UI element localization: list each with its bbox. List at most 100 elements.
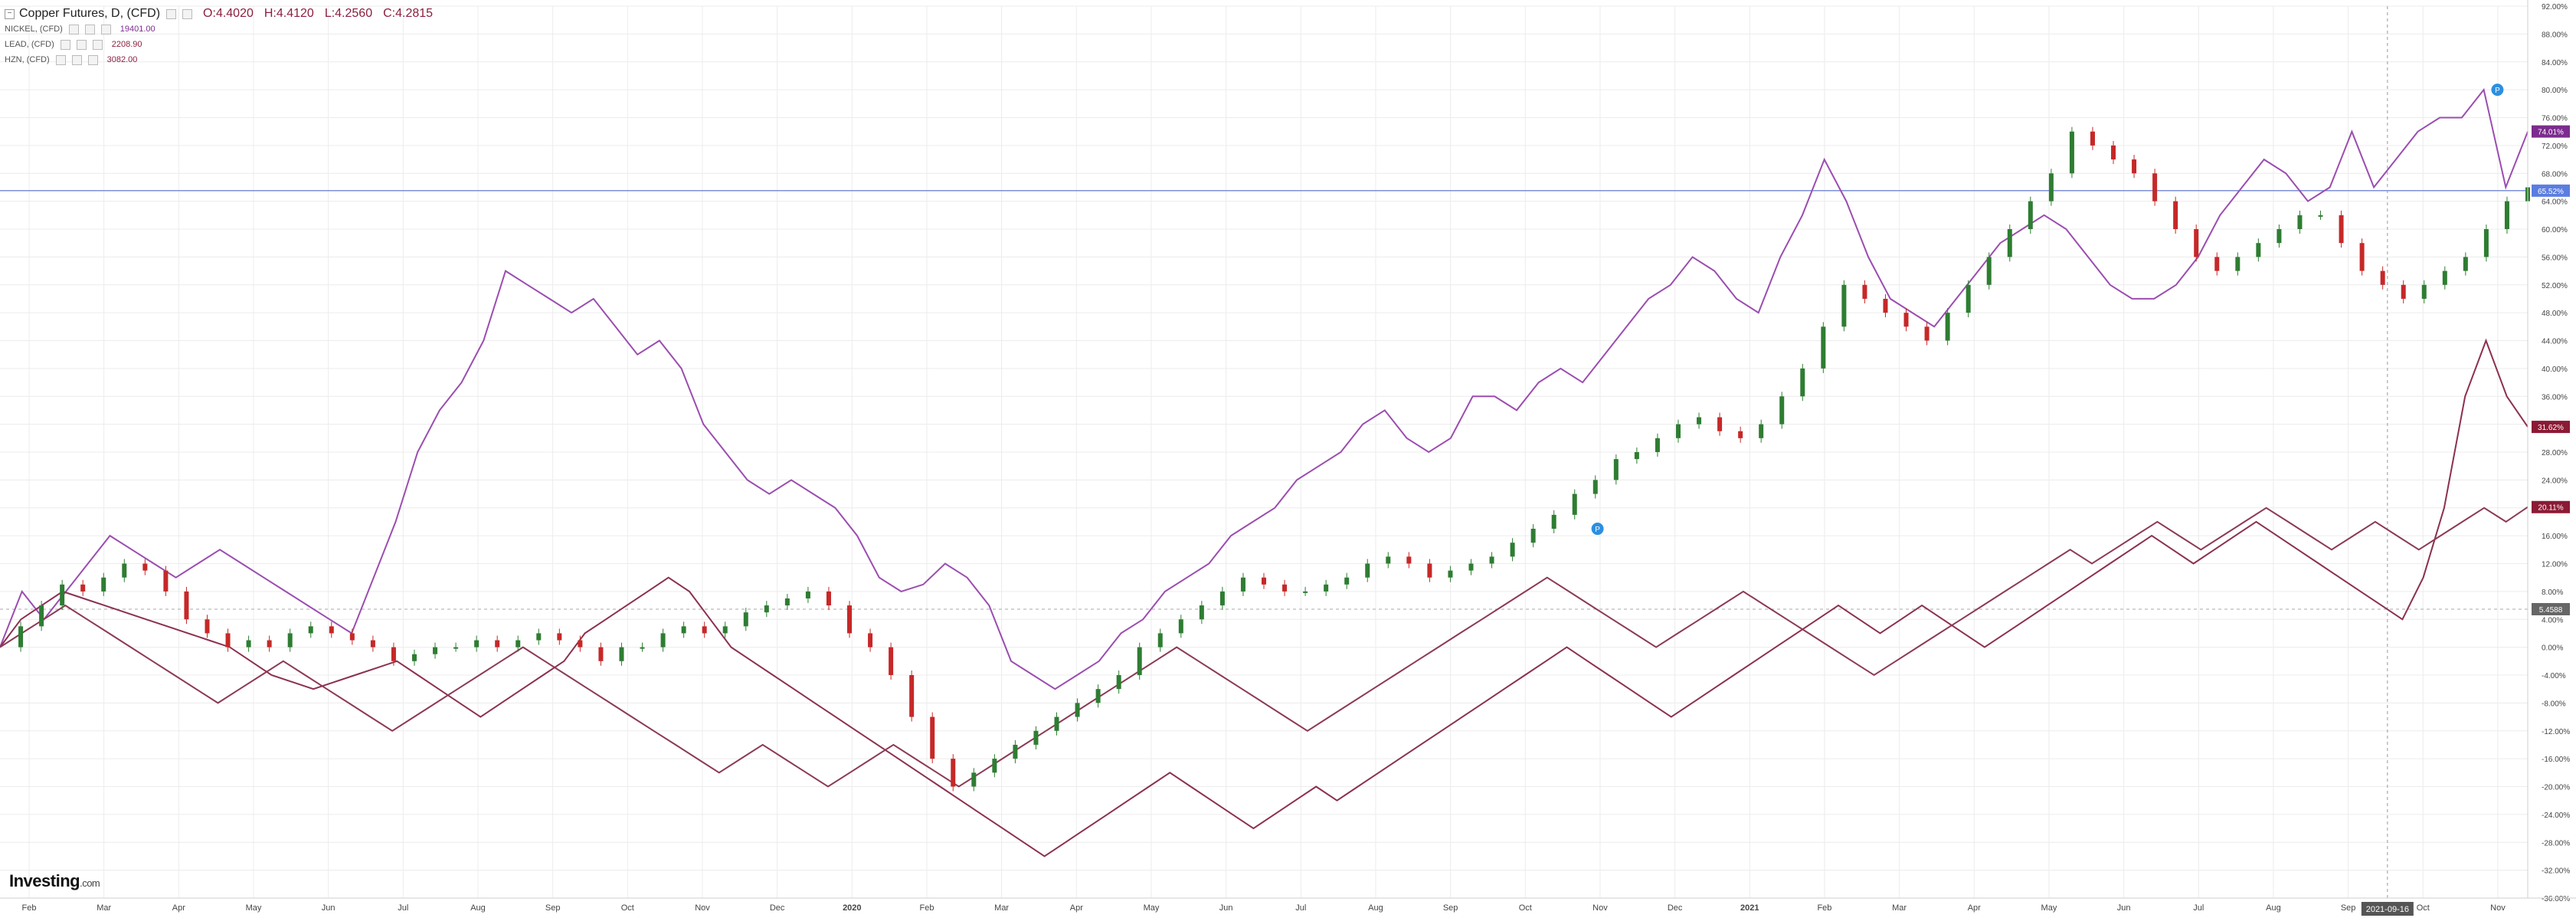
copper-candle <box>1324 584 1329 592</box>
copper-candle <box>1282 584 1288 592</box>
legend-main-row[interactable]: − Copper Futures, D, (CFD) O:4.4020 H:4.… <box>5 6 433 21</box>
y-tick-label: 76.00% <box>2542 115 2568 123</box>
x-tick-label: Jul <box>2193 903 2204 913</box>
copper-candle <box>2152 173 2158 202</box>
copper-candle <box>2132 159 2137 174</box>
copper-candle <box>868 633 873 648</box>
x-tick-label: Apr <box>172 903 185 913</box>
copper-candle <box>743 612 748 627</box>
copper-candle <box>329 626 334 634</box>
low-value: L:4.2560 <box>324 7 373 20</box>
copper-candle <box>1675 424 1681 438</box>
copper-candle <box>2339 215 2344 244</box>
settings-icon[interactable] <box>84 24 95 34</box>
copper-candle <box>1986 257 1992 285</box>
legend-overlay-hzn[interactable]: HZN, (CFD) 3082.00 <box>5 52 433 67</box>
copper-candle <box>1779 396 1785 425</box>
copper-candle <box>2277 229 2282 244</box>
open-value: O:4.4020 <box>203 7 254 20</box>
settings-icon[interactable] <box>71 54 82 65</box>
eye-icon[interactable] <box>166 8 177 19</box>
investing-logo: Investing.com <box>9 871 100 891</box>
grid <box>0 5 2528 899</box>
copper-candle <box>391 647 396 661</box>
copper-candle <box>1468 563 1474 571</box>
copper-candle <box>1054 716 1059 731</box>
overlay-name: HZN, (CFD) <box>5 55 50 64</box>
close-icon[interactable] <box>87 54 98 65</box>
x-tick-label: Oct <box>2417 903 2430 913</box>
copper-candle <box>1262 577 1266 585</box>
copper-candle <box>1116 675 1121 690</box>
crosshair-date-box <box>2361 902 2414 916</box>
price-label-text: 31.62% <box>2538 424 2564 432</box>
y-tick-label: 80.00% <box>2542 87 2568 95</box>
copper-candle <box>184 591 189 620</box>
y-tick-label: 44.00% <box>2542 338 2568 346</box>
copper-candle <box>1365 563 1370 578</box>
copper-candle <box>2028 201 2033 229</box>
close-icon[interactable] <box>100 24 111 34</box>
copper-candle <box>557 633 562 641</box>
copper-candle <box>578 640 583 648</box>
copper-candle <box>2111 145 2116 160</box>
copper-candle <box>536 633 542 641</box>
y-tick-label: 36.00% <box>2542 393 2568 402</box>
copper-candle <box>1655 438 1660 452</box>
copper-candle <box>2442 270 2447 285</box>
copper-candle <box>122 563 127 578</box>
copper-candle <box>889 647 894 675</box>
x-tick-label: Aug <box>2266 903 2281 913</box>
y-tick-label: 28.00% <box>2542 449 2568 457</box>
copper-candle <box>2380 270 2385 285</box>
x-tick-label: Aug <box>470 903 486 913</box>
x-tick-label: May <box>2041 903 2057 913</box>
overlay-value: 3082.00 <box>106 55 138 64</box>
crosshair-date-label: 2021-09-16 <box>2366 905 2409 914</box>
legend-overlay-lead[interactable]: LEAD, (CFD) 2208.90 <box>5 37 433 52</box>
y-tick-label: 40.00% <box>2542 366 2568 374</box>
y-tick-label: -24.00% <box>2542 811 2570 820</box>
copper-candle <box>453 647 459 649</box>
legend-overlay-nickel[interactable]: NICKEL, (CFD) 19401.00 <box>5 21 433 37</box>
event-marker-label: P <box>2495 87 2500 95</box>
copper-candle <box>2194 229 2199 257</box>
eye-icon[interactable] <box>68 24 79 34</box>
x-tick-label: Nov <box>2490 903 2506 913</box>
collapse-icon[interactable]: − <box>5 8 15 19</box>
copper-candle <box>1841 284 1847 327</box>
copper-candle <box>930 716 935 759</box>
y-tick-label: -12.00% <box>2542 728 2570 736</box>
close-icon[interactable] <box>92 39 103 50</box>
x-tick-label: 2020 <box>843 903 861 913</box>
y-tick-label: 64.00% <box>2542 198 2568 207</box>
copper-candle <box>1219 591 1225 606</box>
x-tick-label: Nov <box>695 903 710 913</box>
y-tick-label: 12.00% <box>2542 561 2568 569</box>
x-tick-label: Mar <box>994 903 1009 913</box>
copper-candle <box>433 647 438 654</box>
copper-candle <box>805 591 810 598</box>
logo-domain: .com <box>80 877 100 889</box>
copper-candle <box>2090 131 2095 146</box>
copper-candle <box>1178 619 1183 634</box>
x-tick-label: Sep <box>1443 903 1458 913</box>
y-tick-label: -28.00% <box>2542 839 2570 848</box>
copper-candle <box>1697 417 1702 425</box>
x-tick-label: Jun <box>2117 903 2131 913</box>
copper-candle <box>1386 556 1391 564</box>
copper-candle <box>2007 229 2012 257</box>
eye-icon[interactable] <box>60 39 70 50</box>
y-tick-label: 24.00% <box>2542 477 2568 485</box>
copper-candle <box>784 598 790 606</box>
price-label-box <box>2532 184 2570 197</box>
settings-icon[interactable] <box>182 8 193 19</box>
x-tick-label: Feb <box>22 903 37 913</box>
eye-icon[interactable] <box>55 54 66 65</box>
copper-candle <box>1634 452 1639 460</box>
settings-icon[interactable] <box>76 39 87 50</box>
copper-candle <box>992 759 997 773</box>
y-tick-label: 92.00% <box>2542 3 2568 11</box>
